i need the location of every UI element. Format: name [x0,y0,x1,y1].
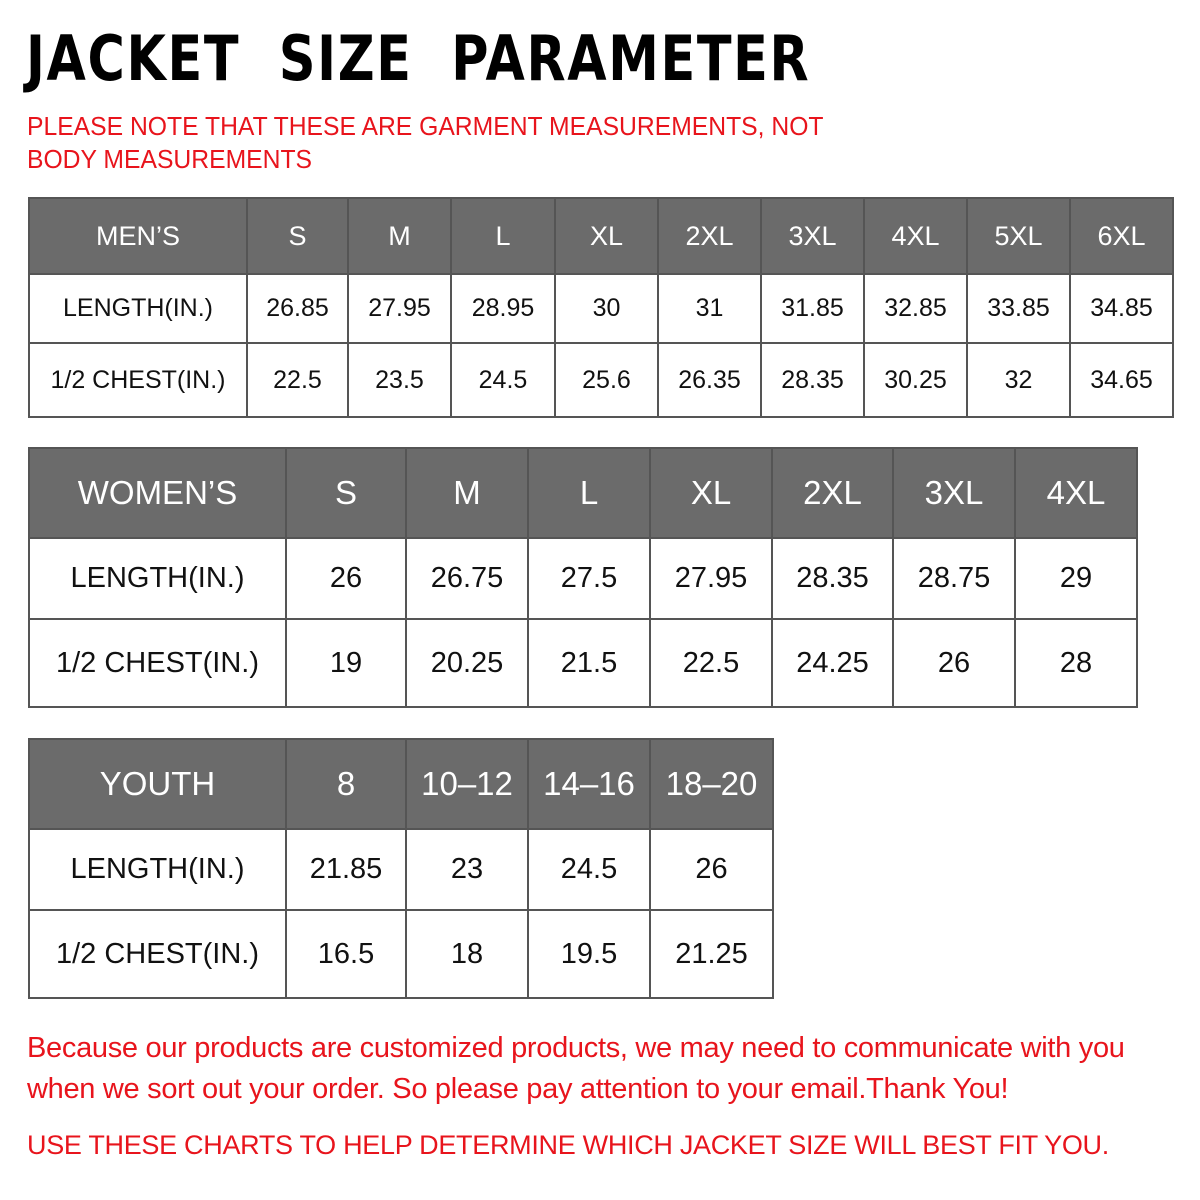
table-category-header: MEN’S [28,197,248,275]
size-header: 2XL [657,197,762,275]
size-header: 14–16 [527,738,651,830]
measurement-cell: 27.95 [347,273,452,344]
table-category-header: WOMEN’S [28,447,287,539]
header-row: YOUTH 8 10–12 14–16 18–20 [28,738,774,830]
measurement-cell: 22.5 [246,342,349,418]
size-header: 4XL [1014,447,1138,539]
measurement-cell: 25.6 [554,342,659,418]
row-label: LENGTH(IN.) [28,828,287,911]
measurement-cell: 33.85 [966,273,1071,344]
table-category-header: YOUTH [28,738,287,830]
measurement-cell: 31 [657,273,762,344]
footer-advice: USE THESE CHARTS TO HELP DETERMINE WHICH… [27,1130,1109,1160]
measurement-cell: 24.5 [527,828,651,911]
measurement-cell: 27.95 [649,537,773,620]
measurement-cell: 26 [649,828,774,911]
measurement-cell: 34.85 [1069,273,1174,344]
table-row: 1/2 CHEST(IN.) 22.5 23.5 24.5 25.6 26.35 28.35… [28,342,1174,418]
table-row: LENGTH(IN.) 21.85 23 24.5 26 [28,828,774,911]
measurement-cell: 26.35 [657,342,762,418]
mens-size-table: MEN’S S M L XL 2XL 3XL 4XL 5XL 6XL LENGTH(IN.) 26.8… [28,197,1174,418]
measurement-cell: 19.5 [527,909,651,999]
row-label: LENGTH(IN.) [28,273,248,344]
measurement-cell: 28.95 [450,273,556,344]
table-row: LENGTH(IN.) 26.85 27.95 28.95 30 31 31.85 32.85… [28,273,1174,344]
measurement-cell: 32 [966,342,1071,418]
measurement-cell: 27.5 [527,537,651,620]
measurement-cell: 26.75 [405,537,529,620]
size-header: S [285,447,407,539]
size-header: L [450,197,556,275]
row-label: LENGTH(IN.) [28,537,287,620]
page-title: JACKET SIZE PARAMETER [26,22,811,95]
measurement-cell: 19 [285,618,407,708]
measurement-cell: 28.35 [760,342,865,418]
size-header: 5XL [966,197,1071,275]
size-header: XL [649,447,773,539]
measurement-cell: 31.85 [760,273,865,344]
measurement-cell: 26 [892,618,1016,708]
row-label: 1/2 CHEST(IN.) [28,909,287,999]
size-header: L [527,447,651,539]
measurement-cell: 28.35 [771,537,894,620]
measurement-cell: 22.5 [649,618,773,708]
measurement-cell: 29 [1014,537,1138,620]
youth-size-table: YOUTH 8 10–12 14–16 18–20 LENGTH(IN.) 21.85 23 2… [28,738,774,999]
footer-notice: Because our products are customized prod… [27,1032,1125,1105]
measurement-cell: 23 [405,828,529,911]
measurement-cell: 23.5 [347,342,452,418]
measurement-cell: 21.5 [527,618,651,708]
measurement-cell: 28.75 [892,537,1016,620]
womens-size-table: WOMEN’S S M L XL 2XL 3XL 4XL LENGTH(IN.) 26 26.75 2… [28,447,1138,708]
size-header: XL [554,197,659,275]
row-label: 1/2 CHEST(IN.) [28,342,248,418]
size-header: M [347,197,452,275]
measurement-cell: 32.85 [863,273,968,344]
size-header: 18–20 [649,738,774,830]
size-header: 2XL [771,447,894,539]
measurement-cell: 21.85 [285,828,407,911]
header-row: MEN’S S M L XL 2XL 3XL 4XL 5XL 6XL [28,197,1174,275]
measurement-cell: 16.5 [285,909,407,999]
table-row: LENGTH(IN.) 26 26.75 27.5 27.95 28.35 28.75 29 [28,537,1138,620]
measurement-cell: 24.5 [450,342,556,418]
size-header: 6XL [1069,197,1174,275]
measurement-cell: 21.25 [649,909,774,999]
measurement-cell: 28 [1014,618,1138,708]
header-row: WOMEN’S S M L XL 2XL 3XL 4XL [28,447,1138,539]
measurement-cell: 26.85 [246,273,349,344]
row-label: 1/2 CHEST(IN.) [28,618,287,708]
size-header: M [405,447,529,539]
measurement-cell: 26 [285,537,407,620]
measurement-cell: 18 [405,909,529,999]
size-header: 4XL [863,197,968,275]
measurement-cell: 34.65 [1069,342,1174,418]
measurement-cell: 30 [554,273,659,344]
measurement-cell: 20.25 [405,618,529,708]
size-header: 8 [285,738,407,830]
table-row: 1/2 CHEST(IN.) 19 20.25 21.5 22.5 24.25 26 28 [28,618,1138,708]
size-header: 10–12 [405,738,529,830]
size-header: S [246,197,349,275]
size-header: 3XL [892,447,1016,539]
table-row: 1/2 CHEST(IN.) 16.5 18 19.5 21.25 [28,909,774,999]
measurement-note: PLEASE NOTE THAT THESE ARE GARMENT MEASU… [27,111,824,174]
measurement-cell: 30.25 [863,342,968,418]
size-header: 3XL [760,197,865,275]
measurement-cell: 24.25 [771,618,894,708]
